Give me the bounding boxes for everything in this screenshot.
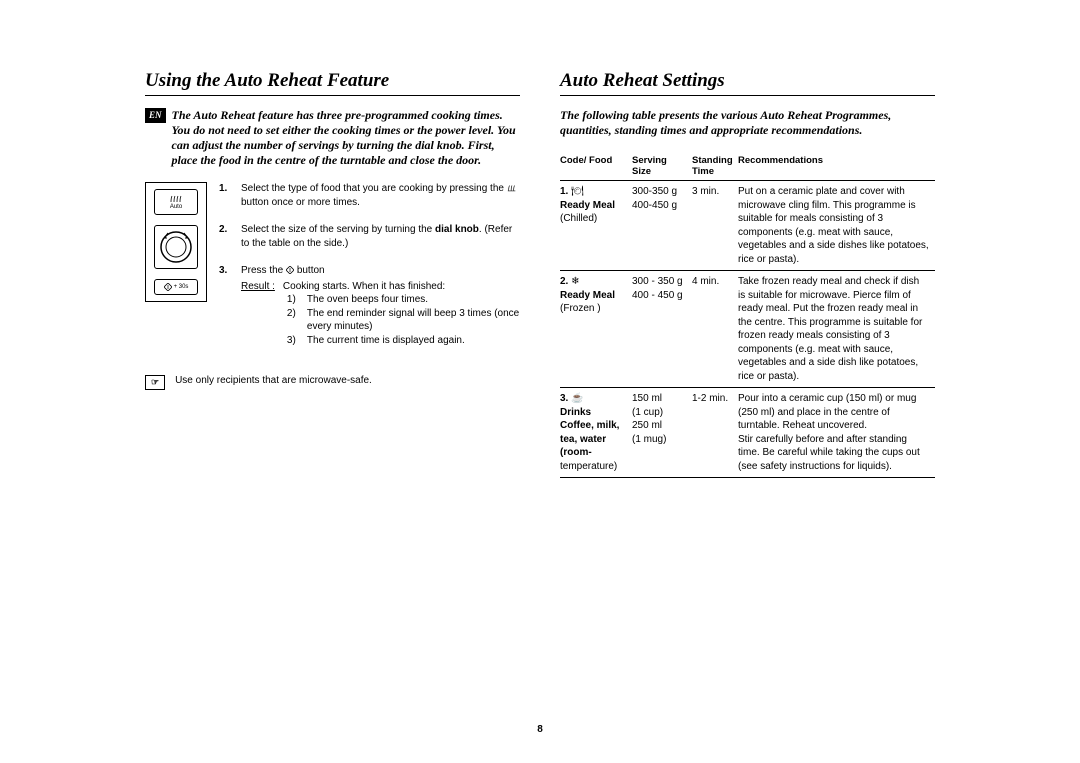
right-title: Auto Reheat Settings (560, 70, 935, 96)
settings-table: Code/ Food Serving Size Standing Time Re… (560, 152, 935, 478)
left-column: Using the Auto Reheat Feature EN The Aut… (145, 70, 520, 478)
left-title: Using the Auto Reheat Feature (145, 70, 520, 96)
control-panel-illustration: Auto + 30s (145, 182, 207, 302)
step-body: Press the button Result : Cooking starts… (241, 264, 520, 347)
left-intro: EN The Auto Reheat feature has three pre… (145, 108, 520, 168)
right-intro: The following table presents the various… (560, 108, 935, 138)
step-body: Select the size of the serving by turnin… (241, 223, 520, 250)
note-icon: ☞ (145, 375, 165, 390)
auto-label: Auto (170, 204, 182, 210)
th-time: Standing Time (692, 152, 738, 181)
table-row: 1. 🍽 Ready Meal (Chilled) 300-350 g 400-… (560, 181, 935, 271)
step-num: 3. (219, 264, 233, 347)
page-number: 8 (537, 724, 543, 735)
table-row: 2. ❄ Ready Meal (Frozen ) 300 - 350 g 40… (560, 271, 935, 388)
cup-icon: ☕ (571, 393, 583, 404)
step-body: Select the type of food that you are coo… (241, 182, 520, 209)
step-1: 1. Select the type of food that you are … (219, 182, 520, 209)
start-label: + 30s (174, 284, 189, 290)
sub-list: 1)The oven beeps four times. 2)The end r… (283, 293, 520, 347)
start-button-illustration: + 30s (154, 279, 198, 295)
th-size: Serving Size (632, 152, 692, 181)
plate-icon: 🍽 (571, 186, 584, 197)
right-column: Auto Reheat Settings The following table… (560, 70, 935, 478)
footnote: ☞ Use only recipients that are microwave… (145, 375, 520, 390)
lang-badge: EN (145, 108, 166, 123)
note-text: Use only recipients that are microwave-s… (175, 375, 372, 386)
step-3: 3. Press the button Result : Cooking sta… (219, 264, 520, 347)
snowflake-icon: ❄ (571, 276, 579, 287)
auto-button-illustration: Auto (154, 189, 198, 215)
step-2: 2. Select the size of the serving by tur… (219, 223, 520, 250)
table-row: 3. ☕ Drinks Coffee, milk, tea, water (ro… (560, 388, 935, 478)
steam-icon (507, 184, 517, 192)
th-rec: Recommendations (738, 152, 935, 181)
left-intro-text: The Auto Reheat feature has three pre-pr… (172, 108, 520, 168)
diamond-icon (164, 283, 172, 291)
steps-list: 1. Select the type of food that you are … (219, 182, 520, 361)
right-intro-text: The following table presents the various… (560, 108, 935, 138)
dial-knob-illustration (154, 225, 198, 269)
step-num: 1. (219, 182, 233, 209)
th-code: Code/ Food (560, 152, 632, 181)
steam-icon (169, 195, 183, 203)
diamond-icon (286, 266, 294, 274)
step-num: 2. (219, 223, 233, 250)
result-label: Result : (241, 280, 275, 348)
